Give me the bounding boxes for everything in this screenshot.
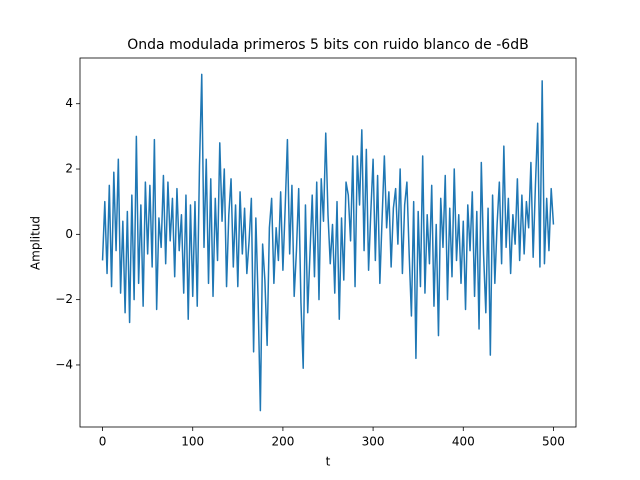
y-axis-label: Amplitud [29,216,43,270]
x-tick-label: 100 [181,435,204,449]
y-tick-label: 0 [65,227,73,241]
x-tick-label: 200 [271,435,294,449]
x-axis-label: t [326,455,331,469]
y-tick-label: 4 [65,96,73,110]
y-tick-label: −4 [55,357,73,371]
y-tick-label: 2 [65,162,73,176]
x-tick-label: 300 [362,435,385,449]
line-series [101,73,555,412]
plot-frame [79,57,577,428]
x-tick-label: 400 [452,435,475,449]
x-tick-label: 0 [99,435,107,449]
chart-title: Onda modulada primeros 5 bits con ruido … [127,37,528,53]
y-tick-label: −2 [55,292,73,306]
x-tick-label: 500 [542,435,565,449]
